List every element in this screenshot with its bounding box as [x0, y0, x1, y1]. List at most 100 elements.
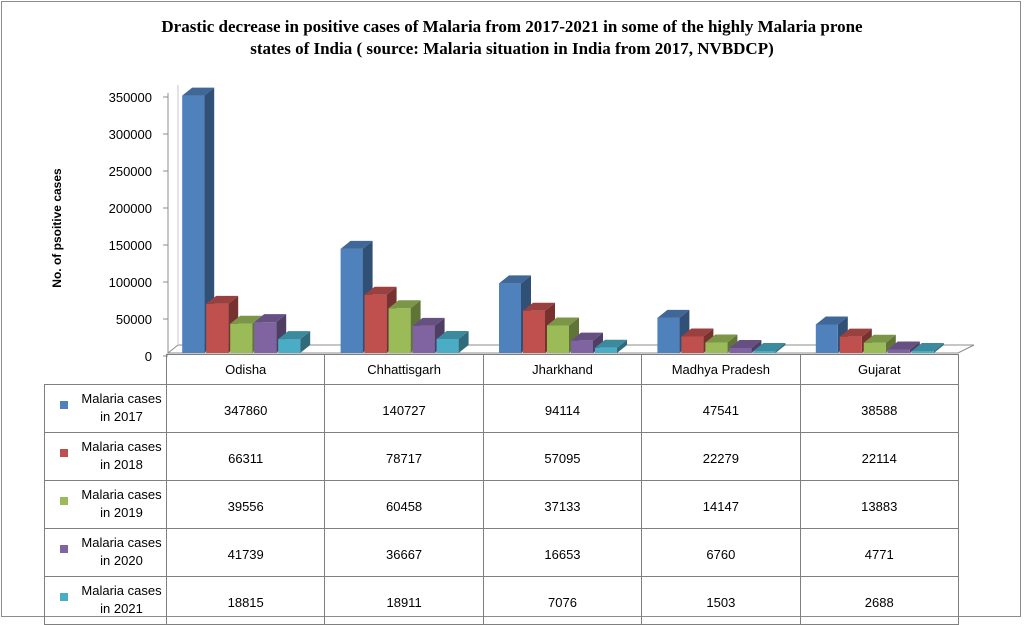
legend-key: [60, 497, 68, 505]
data-label: 18911: [324, 576, 484, 625]
data-label: 2688: [799, 576, 959, 625]
bar-front: [887, 349, 910, 353]
bar-top: [388, 300, 421, 309]
y-tick-label: 250000: [109, 164, 152, 179]
table-row: Malaria cases in 2017 347860 140727 94114 475…: [44, 384, 959, 433]
legend-label: Malaria cases in 2021: [81, 583, 162, 616]
bar-front: [839, 336, 862, 353]
bar-top: [729, 339, 762, 348]
bar-top: [499, 275, 531, 284]
table-row: Malaria cases in 2021 18815 18911 7076 1503 26…: [44, 576, 959, 625]
table-row: Malaria cases in 2018 66311 78717 57095 22279…: [44, 432, 959, 481]
data-label: 7076: [482, 576, 643, 625]
bar-top: [206, 295, 239, 304]
bar-top: [657, 309, 690, 318]
bar-front: [681, 336, 704, 353]
bar: [547, 317, 579, 353]
bar-front: [863, 342, 886, 353]
bar-front: [729, 347, 752, 353]
bar-front: [364, 294, 387, 353]
bar-front: [595, 347, 617, 353]
bar-front: [278, 339, 301, 353]
bar-top: [815, 316, 848, 325]
data-label: 18815: [165, 576, 326, 625]
bar: [863, 334, 896, 353]
bar-front: [753, 351, 776, 353]
chart-title-line-1: Drastic decrease in positive cases of Ma…: [161, 17, 863, 36]
bar-side: [751, 339, 762, 353]
data-label: 41739: [165, 528, 326, 577]
bar-side: [617, 339, 627, 353]
bar-top: [254, 314, 287, 323]
data-label: 60458: [324, 480, 484, 529]
x-tick-label: Chhattisgarh: [324, 354, 484, 385]
bar-top: [547, 317, 579, 326]
bar-front: [815, 324, 838, 353]
bar-side: [204, 87, 215, 353]
legend-key: [60, 401, 68, 409]
y-axis-label: No. of psoitive cases: [50, 168, 64, 288]
legend-label: Malaria cases in 2019: [81, 487, 162, 520]
bar-front: [571, 340, 593, 353]
table-row: Malaria cases in 2019 39556 60458 37133 14147…: [44, 480, 959, 529]
data-label: 57095: [482, 432, 643, 481]
legend-label: Malaria cases in 2020: [81, 535, 162, 568]
x-tick-label: Jharkhand: [482, 354, 643, 385]
bar-top: [839, 328, 872, 337]
bar-front: [388, 308, 411, 353]
bar-top: [412, 317, 445, 326]
data-label: 94114: [482, 384, 643, 433]
table-corner: [45, 355, 167, 385]
y-tick-label: 100000: [109, 275, 152, 290]
x-tick-label: Madhya Pradesh: [641, 354, 801, 385]
data-label: 22279: [641, 432, 801, 481]
bar: [436, 331, 469, 353]
data-label: 347860: [165, 384, 326, 433]
y-tick-label: 300000: [109, 127, 152, 142]
bar-front: [657, 317, 680, 353]
bar: [911, 343, 944, 353]
table-row: Malaria cases in 2020 41739 36667 16653 6760 4…: [44, 528, 959, 577]
bar: [887, 341, 920, 353]
data-label: 36667: [324, 528, 484, 577]
data-label: 39556: [165, 480, 326, 529]
bar-top: [340, 240, 373, 249]
bar-top: [863, 334, 896, 343]
bar-top: [911, 343, 944, 351]
bar: [729, 339, 762, 353]
data-label: 14147: [641, 480, 801, 529]
bar-front: [254, 322, 277, 353]
bar-side: [775, 343, 786, 353]
data-table: Odisha Chhattisgarh Jharkhand Madhya Prades…: [44, 354, 959, 625]
data-label: 4771: [799, 528, 959, 577]
data-label: 1503: [641, 576, 801, 625]
data-label: 38588: [799, 384, 959, 433]
legend-label: Malaria cases in 2018: [81, 439, 162, 472]
bar-side: [458, 331, 469, 353]
chart-title-line-2: states of India ( source: Malaria situat…: [250, 39, 774, 58]
legend-entry: Malaria cases in 2018: [44, 432, 167, 481]
data-label: 16653: [482, 528, 643, 577]
bar-top: [230, 315, 263, 324]
bar-top: [595, 339, 627, 348]
bar: [206, 295, 239, 353]
bar-front: [547, 325, 569, 353]
bar-front: [705, 342, 728, 353]
bar-side: [933, 343, 944, 353]
bar-top: [681, 328, 714, 337]
bar-front: [911, 351, 934, 353]
data-label: 6760: [641, 528, 801, 577]
bar-top: [753, 343, 786, 351]
bar: [278, 331, 311, 353]
legend-entry: Malaria cases in 2021: [44, 576, 167, 625]
y-tick-label: 350000: [109, 90, 152, 105]
data-label: 47541: [641, 384, 801, 433]
legend-entry: Malaria cases in 2019: [44, 480, 167, 529]
legend-label: Malaria cases in 2017: [81, 391, 162, 424]
bar: [753, 343, 786, 353]
data-label: 140727: [324, 384, 484, 433]
bar-front: [499, 283, 521, 353]
x-tick-label: Gujarat: [799, 354, 959, 385]
bar: [182, 87, 215, 353]
